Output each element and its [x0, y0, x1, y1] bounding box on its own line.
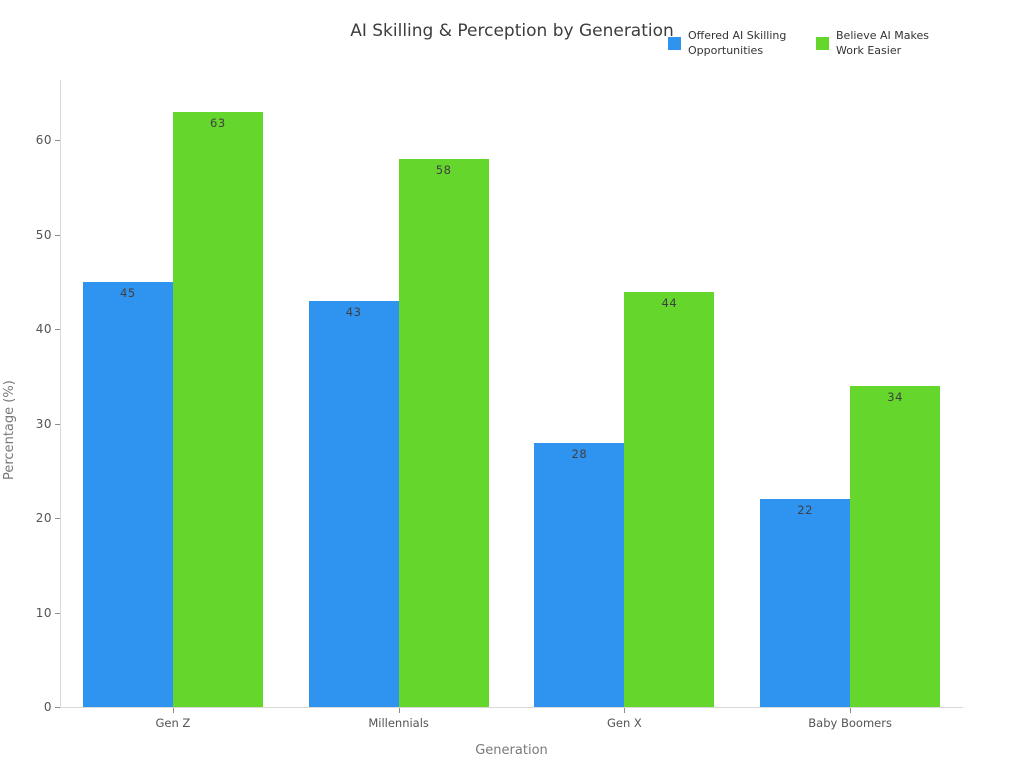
y-tick-label: 60 [35, 133, 52, 148]
bar-value-label: 45 [120, 286, 136, 301]
legend-item-offered-ai-skilling[interactable]: Offered AI Skilling Opportunities [668, 28, 788, 58]
x-tick-label: Gen X [606, 716, 642, 730]
bar-baby-boomers-offered: 22 [760, 499, 851, 707]
legend-swatch [668, 36, 681, 50]
bar-gen-z-believe: 63 [172, 112, 263, 707]
x-tick-label: Gen Z [155, 716, 191, 730]
y-tick-mark [55, 329, 60, 331]
bar-gen-x-believe: 44 [624, 291, 715, 707]
bar-value-label: 43 [345, 304, 362, 319]
x-tick-mark [172, 708, 174, 713]
bar-value-label: 34 [887, 389, 903, 404]
y-tick-label: 50 [35, 227, 52, 242]
x-axis-line [60, 707, 963, 708]
bar-value-label: 28 [571, 446, 588, 461]
chart-title: AI Skilling & Perception by Generation [350, 21, 674, 41]
bar-baby-boomers-believe: 34 [850, 385, 941, 707]
legend-label: Believe AI Makes Work Easier [836, 29, 929, 57]
legend-item-believe-ai-easier[interactable]: Believe AI Makes Work Easier [816, 28, 936, 58]
legend-swatch [816, 36, 829, 50]
bar-gen-x-offered: 28 [534, 442, 625, 707]
y-tick-mark [55, 423, 60, 425]
y-tick-label: 10 [35, 605, 52, 620]
bar-value-label: 44 [661, 295, 678, 310]
bar-value-label: 63 [210, 116, 226, 131]
bar-millennials-offered: 43 [308, 300, 399, 707]
x-tick-mark [398, 708, 400, 713]
bar-value-label: 22 [797, 503, 813, 518]
y-tick-label: 30 [35, 416, 52, 431]
x-tick-mark [624, 708, 626, 713]
y-tick-mark [55, 707, 60, 708]
x-axis-title: Generation [475, 743, 548, 758]
y-axis-line [60, 80, 61, 707]
y-axis-title: Percentage (%) [2, 380, 17, 480]
y-tick-mark [55, 140, 60, 142]
legend: Offered AI Skilling Opportunities Believe… [668, 28, 936, 58]
x-tick-label: Baby Boomers [808, 716, 892, 730]
y-tick-label: 20 [35, 511, 52, 526]
x-tick-label: Millennials [368, 716, 429, 730]
legend-label: Offered AI Skilling Opportunities [688, 29, 787, 57]
x-tick-mark [850, 708, 852, 713]
y-tick-mark [55, 518, 60, 520]
bar-millennials-believe: 58 [398, 159, 489, 707]
y-tick-label: 40 [35, 322, 52, 337]
bar-gen-z-offered: 45 [82, 282, 173, 707]
bar-value-label: 58 [435, 163, 452, 178]
y-tick-mark [55, 612, 60, 614]
y-tick-mark [55, 234, 60, 236]
y-tick-label: 0 [43, 700, 52, 714]
